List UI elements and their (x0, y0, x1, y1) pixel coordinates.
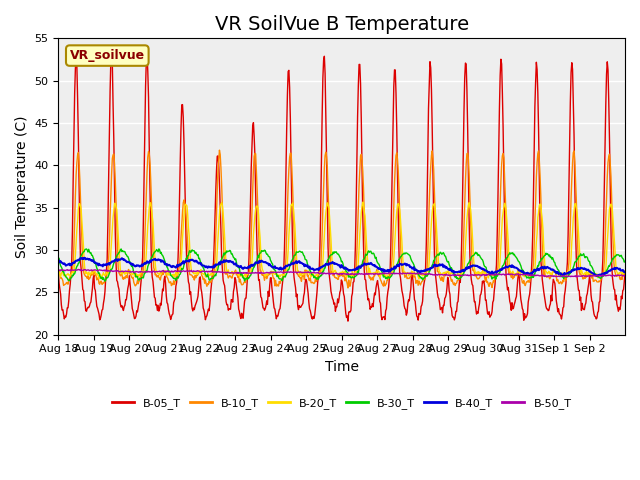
B-10_T (54, 269, 62, 275)
B-10_T (621, 271, 629, 277)
B-05_T (54, 271, 62, 277)
B-40_T (254, 260, 262, 266)
B-30_T (122, 251, 129, 257)
B-20_T (253, 203, 261, 209)
B-40_T (593, 273, 601, 278)
Line: B-10_T: B-10_T (58, 150, 625, 288)
B-10_T (254, 206, 262, 212)
Line: B-50_T: B-50_T (58, 269, 625, 277)
B-40_T (226, 258, 234, 264)
B-50_T (433, 272, 440, 277)
B-05_T (433, 290, 441, 296)
B-05_T (344, 318, 352, 324)
B-10_T (226, 273, 234, 278)
B-20_T (621, 268, 629, 274)
Line: B-40_T: B-40_T (58, 258, 625, 276)
B-50_T (226, 270, 234, 276)
B-30_T (155, 246, 163, 252)
B-05_T (121, 302, 129, 308)
B-50_T (621, 273, 629, 278)
B-30_T (276, 276, 284, 282)
Line: B-20_T: B-20_T (58, 202, 625, 279)
B-05_T (621, 268, 629, 274)
B-40_T (621, 269, 629, 275)
B-50_T (254, 270, 262, 276)
B-05_T (143, 50, 151, 56)
B-30_T (402, 250, 410, 256)
B-50_T (122, 268, 129, 274)
B-10_T (402, 274, 410, 279)
B-10_T (216, 147, 223, 153)
B-10_T (275, 278, 283, 284)
B-30_T (227, 248, 234, 254)
B-50_T (573, 274, 581, 280)
B-20_T (225, 271, 233, 276)
B-30_T (255, 255, 262, 261)
Line: B-05_T: B-05_T (58, 53, 625, 321)
B-20_T (415, 276, 423, 282)
B-50_T (401, 271, 409, 276)
B-20_T (54, 268, 62, 274)
B-05_T (275, 307, 283, 312)
B-40_T (401, 261, 409, 266)
B-10_T (121, 276, 129, 282)
Line: B-30_T: B-30_T (58, 249, 625, 281)
B-10_T (433, 269, 441, 275)
B-30_T (621, 258, 629, 264)
Text: VR_soilvue: VR_soilvue (70, 49, 145, 62)
B-05_T (226, 306, 234, 312)
B-50_T (275, 269, 283, 275)
B-30_T (433, 252, 441, 258)
B-20_T (433, 240, 441, 245)
B-05_T (254, 265, 262, 271)
B-05_T (402, 307, 410, 312)
B-30_T (101, 278, 109, 284)
B-40_T (122, 258, 129, 264)
B-20_T (401, 269, 409, 275)
B-50_T (74, 266, 82, 272)
B-20_T (359, 199, 367, 205)
Legend: B-05_T, B-10_T, B-20_T, B-30_T, B-40_T, B-50_T: B-05_T, B-10_T, B-20_T, B-30_T, B-40_T, … (108, 394, 576, 413)
B-50_T (54, 268, 62, 274)
Title: VR SoilVue B Temperature: VR SoilVue B Temperature (214, 15, 468, 34)
B-20_T (121, 271, 129, 277)
Y-axis label: Soil Temperature (C): Soil Temperature (C) (15, 115, 29, 258)
B-40_T (275, 266, 283, 272)
B-40_T (433, 263, 440, 268)
B-20_T (275, 273, 282, 279)
B-10_T (344, 285, 352, 291)
B-40_T (54, 258, 62, 264)
B-40_T (81, 255, 88, 261)
B-30_T (54, 255, 62, 261)
X-axis label: Time: Time (324, 360, 358, 374)
